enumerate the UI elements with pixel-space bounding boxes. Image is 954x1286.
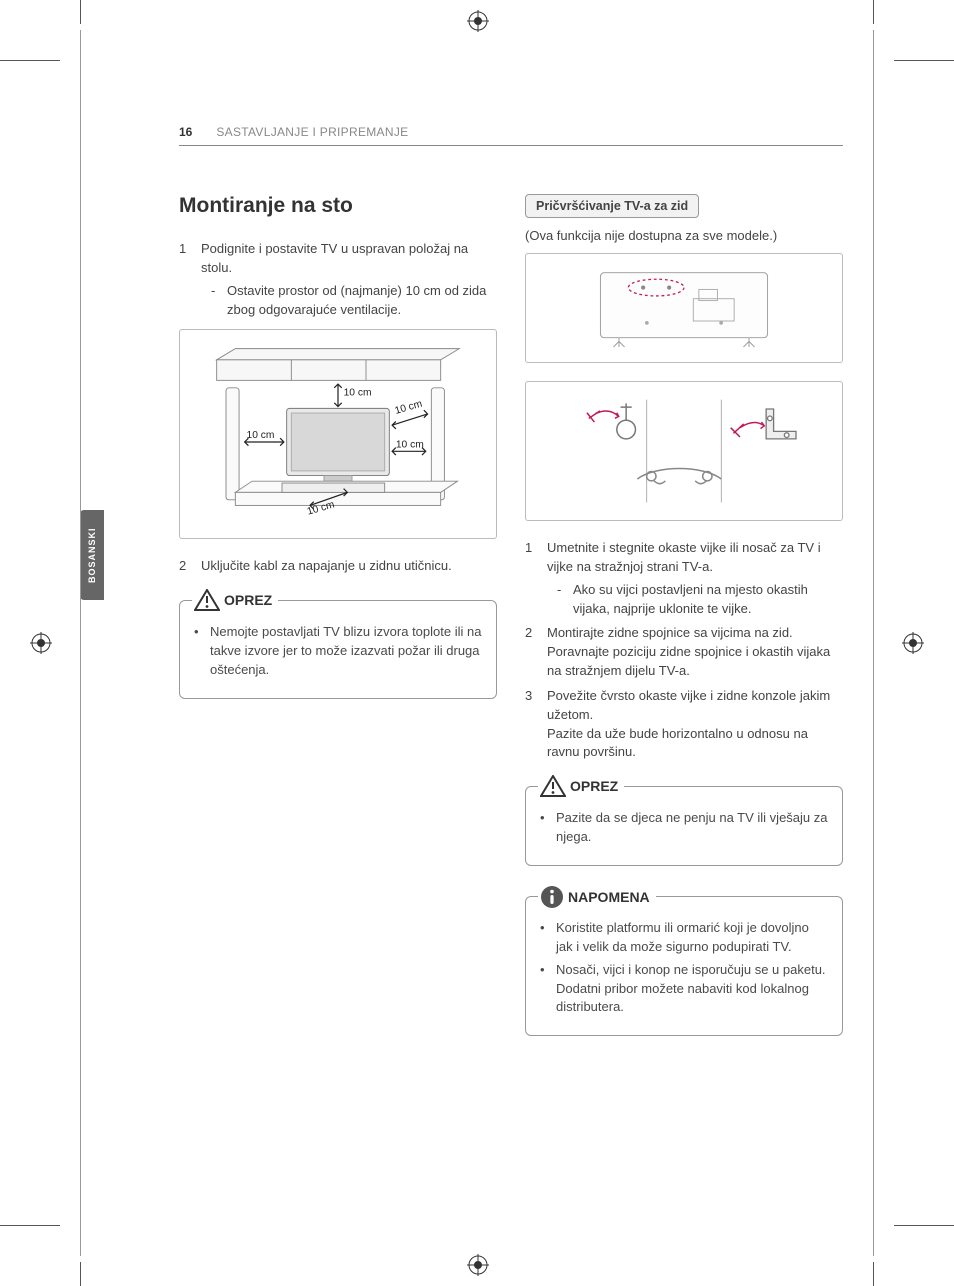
left-steps: 1 Podignite i postavite TV u uspravan po… — [179, 240, 497, 319]
registration-mark-icon — [902, 632, 924, 654]
page-frame: 16 SASTAVLJANJE I PRIPREMANJE Montiranje… — [80, 30, 874, 1256]
note-icon — [540, 885, 564, 909]
registration-mark-icon — [467, 1254, 489, 1276]
step-number: 3 — [525, 687, 539, 762]
caution-item: Nemojte postavljati TV blizu izvora topl… — [210, 623, 482, 680]
caution-box-right: OPREZ •Pazite da se djeca ne penju na TV… — [525, 786, 843, 866]
clearance-label: 10 cm — [394, 398, 424, 416]
step-number: 2 — [525, 624, 539, 681]
heading-mounting: Montiranje na sto — [179, 194, 497, 218]
dash-icon: - — [211, 282, 219, 320]
step-number: 1 — [525, 539, 539, 618]
clearance-label: 10 cm — [344, 387, 372, 398]
right-steps: 1 Umetnite i stegnite okaste vijke ili n… — [525, 539, 843, 762]
registration-mark-icon — [467, 10, 489, 32]
clearance-label: 10 cm — [247, 430, 275, 441]
note-item: Koristite platformu ili ormarić koji je … — [556, 919, 828, 957]
caution-label: OPREZ — [224, 590, 272, 610]
crop-tick — [80, 1262, 81, 1286]
caution-icon — [194, 589, 220, 611]
figure-tv-rear — [525, 253, 843, 363]
substep-text: Ako su vijci postavljeni na mjesto okast… — [573, 581, 843, 619]
crop-tick — [894, 60, 954, 61]
dash-icon: - — [557, 581, 565, 619]
step-tail: Pazite da uže bude horizontalno u odnosu… — [547, 726, 808, 760]
step-text: Uključite kabl za napajanje u zidnu utič… — [201, 557, 497, 576]
subsection-badge: Pričvršćivanje TV-a za zid — [525, 194, 699, 218]
step-number: 1 — [179, 240, 193, 319]
step-text: Podignite i postavite TV u uspravan polo… — [201, 241, 468, 275]
crop-tick — [873, 0, 874, 24]
crop-tick — [894, 1225, 954, 1226]
badge-note: (Ova funkcija nije dostupna za sve model… — [525, 228, 843, 243]
step-text: Povežite čvrsto okaste vijke i zidne kon… — [547, 688, 830, 722]
step-number: 2 — [179, 557, 193, 576]
caution-box-left: OPREZ •Nemojte postavljati TV blizu izvo… — [179, 600, 497, 699]
left-column: Montiranje na sto 1 Podignite i postavit… — [179, 194, 497, 1036]
crop-tick — [80, 0, 81, 24]
page-number: 16 — [179, 125, 192, 139]
section-title: SASTAVLJANJE I PRIPREMANJE — [216, 125, 408, 139]
caution-label: OPREZ — [570, 776, 618, 796]
figure-wall-bracket — [525, 381, 843, 521]
step-text: Umetnite i stegnite okaste vijke ili nos… — [547, 540, 821, 574]
caution-icon — [540, 775, 566, 797]
step-text: Montirajte zidne spojnice sa vijcima na … — [547, 624, 843, 681]
crop-tick — [0, 1225, 60, 1226]
running-header: 16 SASTAVLJANJE I PRIPREMANJE — [179, 125, 843, 146]
note-label: NAPOMENA — [568, 887, 650, 907]
figure-tv-on-table: 10 cm 10 cm 10 cm 10 cm 10 cm — [179, 329, 497, 539]
clearance-label: 10 cm — [396, 439, 424, 450]
substep-text: Ostavite prostor od (najmanje) 10 cm od … — [227, 282, 497, 320]
registration-mark-icon — [30, 632, 52, 654]
crop-tick — [873, 1262, 874, 1286]
note-box: NAPOMENA •Koristite platformu ili ormari… — [525, 896, 843, 1036]
crop-tick — [0, 60, 60, 61]
right-column: Pričvršćivanje TV-a za zid (Ova funkcija… — [525, 194, 843, 1036]
left-steps-2: 2 Uključite kabl za napajanje u zidnu ut… — [179, 557, 497, 576]
note-item: Nosači, vijci i konop ne isporučuju se u… — [556, 961, 828, 1018]
caution-item: Pazite da se djeca ne penju na TV ili vj… — [556, 809, 828, 847]
